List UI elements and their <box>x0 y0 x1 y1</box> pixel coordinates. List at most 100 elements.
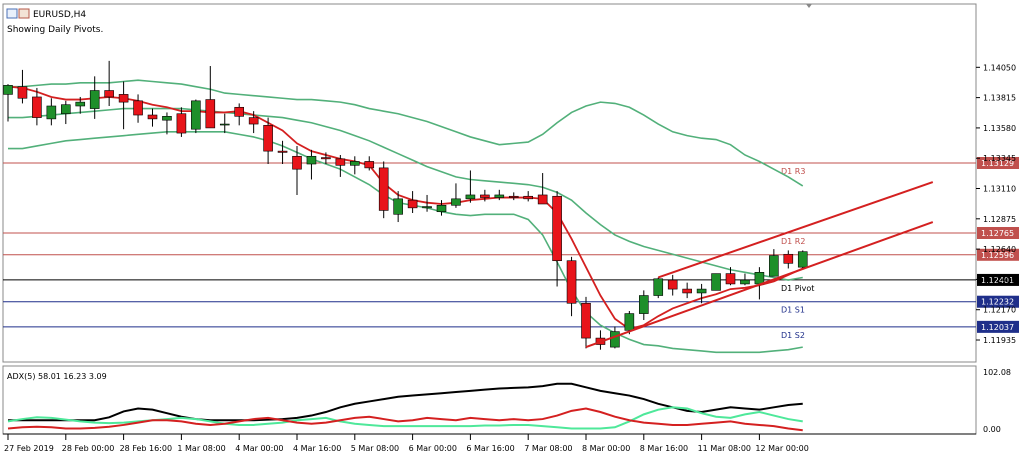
y-tick-label: 1.12875 <box>983 215 1016 224</box>
candle-bear <box>566 260 577 304</box>
x-tick-label: 27 Feb 2019 <box>4 444 54 453</box>
candle-bear <box>263 125 273 152</box>
price-tag-label: 1.12037 <box>981 323 1014 332</box>
x-tick-label: 12 Mar 00:00 <box>755 444 808 453</box>
candle-bear <box>234 106 244 117</box>
candle-bear <box>248 117 259 125</box>
candle-bear <box>364 161 375 169</box>
candle-bear <box>17 86 28 99</box>
candle-bear <box>725 273 736 285</box>
candle-bull <box>75 101 86 107</box>
y-tick-label: 1.14050 <box>983 63 1016 72</box>
x-tick-label: 28 Feb 00:00 <box>62 444 114 453</box>
x-tick-label: 1 Mar 08:00 <box>177 444 225 453</box>
candle-bull <box>465 194 476 200</box>
candle-bull <box>162 116 172 121</box>
candle-bear <box>667 279 678 290</box>
price-tag <box>977 226 1019 239</box>
price-tag-label: 1.12401 <box>981 276 1014 285</box>
price-tag <box>977 273 1019 286</box>
candle-bull <box>422 206 432 209</box>
price-tag <box>977 295 1019 308</box>
y-tick-label: 1.13815 <box>983 94 1016 103</box>
adx-min-label: 0.00 <box>983 425 1001 434</box>
candle-bear <box>118 94 129 103</box>
y-tick-label: 1.13580 <box>983 124 1016 133</box>
candle-bull <box>3 85 13 95</box>
candle-bear <box>133 100 143 116</box>
trendline[interactable] <box>585 221 934 349</box>
y-tick-label: 1.12640 <box>983 245 1016 254</box>
pivot-levels: D1 R3 1.13129 D1 R2 1.12765 1.12596 D1 Pivot 1… <box>3 157 1019 340</box>
candle-bull <box>60 104 71 115</box>
level-label: D1 Pivot <box>781 284 814 293</box>
price-tag <box>977 157 1019 169</box>
candle-bear <box>335 158 346 166</box>
candle-bull <box>393 198 403 215</box>
x-tick-label: 5 Mar 08:00 <box>351 444 399 453</box>
x-tick-label: 4 Mar 00:00 <box>235 444 283 453</box>
y-tick-label: 1.13345 <box>983 154 1016 163</box>
level-label: D1 S2 <box>781 331 805 340</box>
bollinger-upper-line <box>8 79 804 187</box>
candle-bear <box>277 150 288 153</box>
candle-bull <box>653 278 664 296</box>
x-tick-label: 6 Mar 16:00 <box>466 444 514 453</box>
chart-subtitle: Showing Daily Pivots. <box>7 25 103 35</box>
candle-bear <box>104 90 114 98</box>
candle-bull <box>191 100 201 130</box>
x-tick-label: 8 Mar 00:00 <box>582 444 630 453</box>
price-tag <box>977 248 1019 261</box>
adx-title: ADX(5) 58.01 16.23 3.09 <box>7 372 107 381</box>
candle-bear <box>508 195 519 198</box>
adx-max-label: 102.08 <box>983 368 1011 377</box>
candle-bull <box>740 279 750 285</box>
candle-bull <box>219 123 230 126</box>
price-tag-label: 1.13129 <box>981 159 1014 168</box>
x-tick-label: 11 Mar 08:00 <box>698 444 751 453</box>
candle-bear <box>205 99 216 129</box>
candle-bull <box>754 272 765 285</box>
price-tag-label: 1.12596 <box>981 251 1014 260</box>
candle-bear <box>537 194 548 205</box>
trendline[interactable] <box>657 181 934 279</box>
candlesticks <box>3 60 808 350</box>
price-tag-label: 1.12765 <box>981 229 1014 238</box>
candle-bull <box>797 251 808 268</box>
price-tag <box>977 320 1019 333</box>
candle-bull <box>349 161 360 166</box>
symbol-icon <box>6 8 18 19</box>
candle-bear <box>480 194 490 198</box>
candle-bull <box>610 331 620 348</box>
level-label: D1 S1 <box>781 306 805 315</box>
candle-bull <box>436 204 447 213</box>
time-axis: 27 Feb 2019 28 Feb 00:00 28 Feb 16:00 1 Mar… <box>4 434 809 453</box>
scroll-marker-icon[interactable] <box>806 4 812 8</box>
candle-bear <box>581 302 591 339</box>
chart-symbol: EURUSD,H4 <box>33 10 86 20</box>
x-tick-label: 6 Mar 00:00 <box>409 444 457 453</box>
adx-panel-frame <box>2 365 977 435</box>
candle-bear <box>176 113 187 134</box>
level-label: D1 R2 <box>781 237 805 246</box>
adx-series-line <box>7 407 803 432</box>
y-tick-label: 1.12405 <box>983 275 1016 284</box>
candle-bull <box>306 155 317 165</box>
adx-panel: ADX(5) 58.01 16.23 3.09 102.08 0.00 <box>7 368 1011 434</box>
candle-bull <box>711 273 721 291</box>
candle-bear <box>407 199 418 209</box>
trendlines <box>585 181 934 349</box>
price-tag-label: 1.12232 <box>981 298 1014 307</box>
candle-bull <box>46 105 57 120</box>
price-axis: 1.14050 1.13815 1.13580 1.13345 1.13110 1.128… <box>976 63 1016 345</box>
candle-bear <box>292 155 302 170</box>
y-tick-label: 1.12170 <box>983 306 1016 315</box>
symbol-icon-flag <box>18 8 30 19</box>
x-tick-label: 8 Mar 16:00 <box>640 444 688 453</box>
candle-bull <box>451 198 461 206</box>
x-tick-label: 28 Feb 16:00 <box>120 444 172 453</box>
candle-bear <box>321 157 331 160</box>
bollinger-lower-line <box>8 130 803 354</box>
candle-bear <box>147 114 158 120</box>
